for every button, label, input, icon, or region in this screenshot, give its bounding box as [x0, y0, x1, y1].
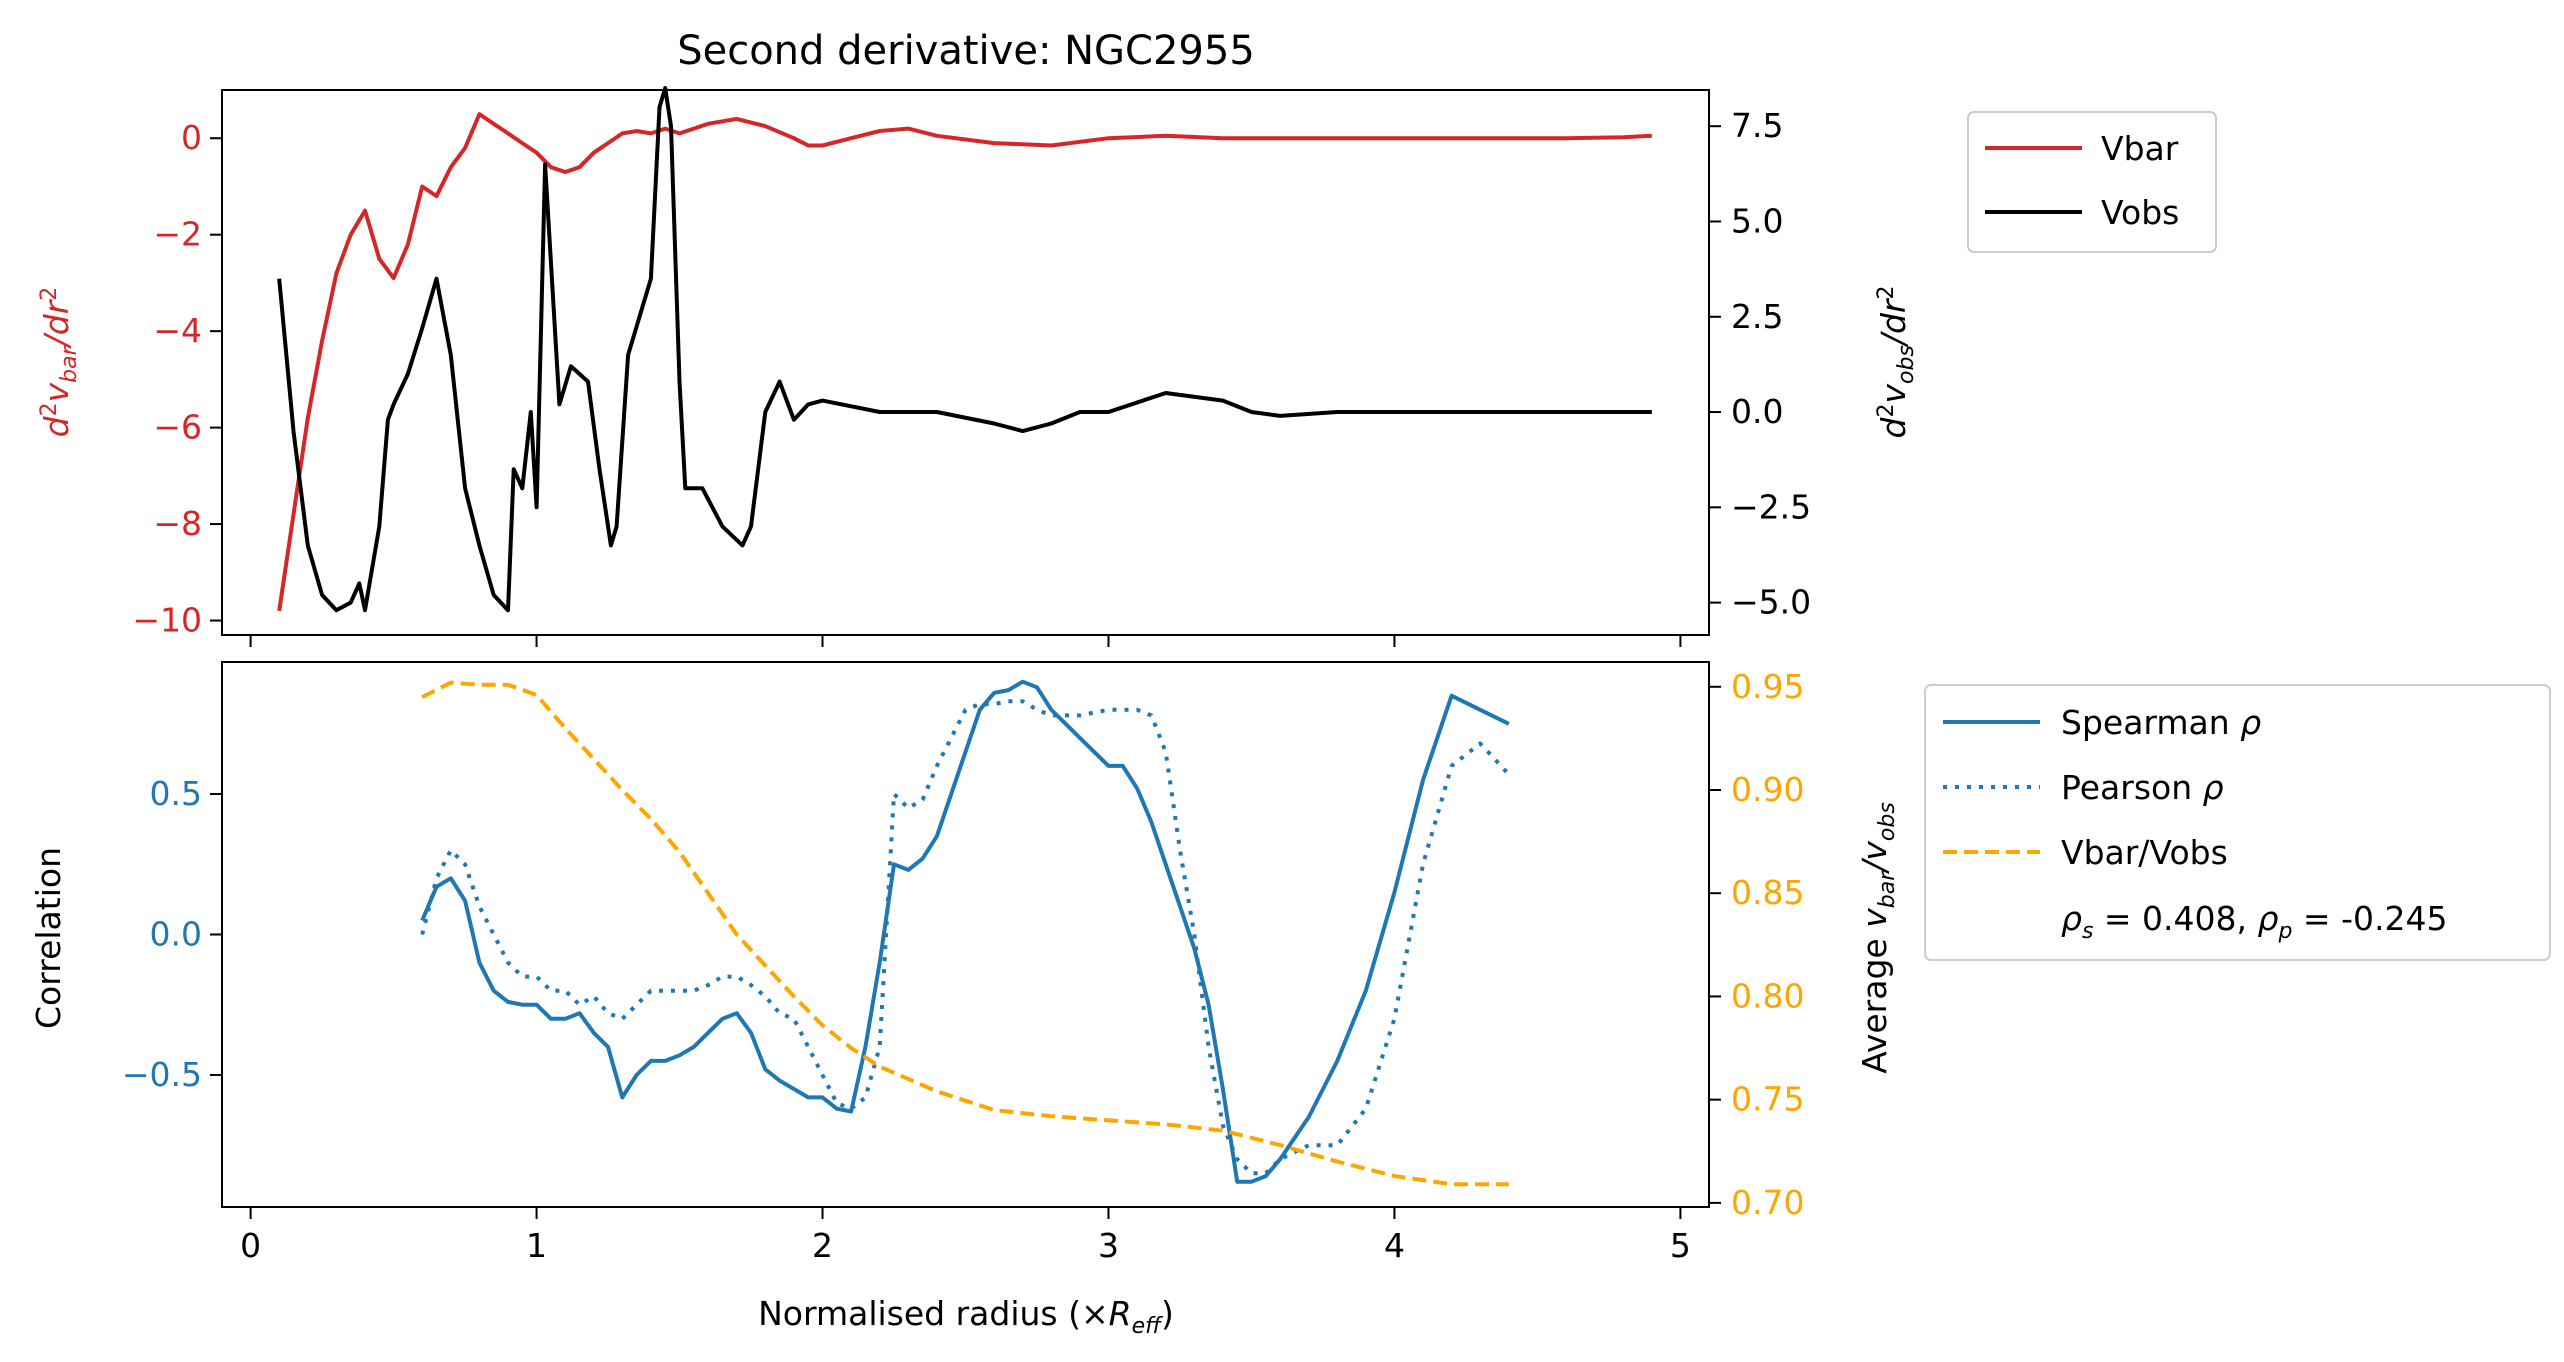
bottom-right-tick-label: 0.90	[1731, 770, 1804, 809]
bottom-series-line-1	[420, 679, 1510, 1184]
top-left-tick-label: −2	[153, 215, 202, 254]
top-right-tick-label: 0.0	[1731, 392, 1783, 431]
top-series-layer	[277, 86, 1652, 613]
legend-ratio-label: Vbar/Vobs	[2061, 833, 2228, 872]
top-series-line-1	[277, 112, 1652, 612]
bottom-left-tick-label: 0.5	[150, 774, 202, 813]
top-left-tick-label: 0	[181, 118, 202, 157]
bottom-right-tick-label: 0.85	[1731, 873, 1804, 912]
top-right-axis-label: d2vobs/dr2	[1874, 285, 1919, 438]
top-right-axis: 7.5 5.0 2.5 0.0 −2.5 −5.0	[1709, 106, 1811, 622]
bottom-legend: Spearman ρ Pearson ρ Vbar/Vobs ρs = 0.40…	[1924, 684, 2551, 961]
top-left-tick-label: −8	[153, 504, 202, 543]
bottom-right-axis: 0.95 0.90 0.85 0.80 0.75 0.70	[1709, 667, 1804, 1222]
bottom-right-tick-label: 0.80	[1731, 976, 1804, 1015]
top-right-tick-label: 7.5	[1731, 106, 1783, 145]
x-tick-label: 4	[1384, 1226, 1405, 1265]
bottom-left-tick-label: 0.0	[150, 915, 202, 954]
bottom-series-layer	[420, 679, 1511, 1187]
bottom-panel: 0.5 0.0 −0.5 0.95 0.90 0.85 0.80 0.75 0.70 0 1 2 3…	[29, 661, 2551, 1339]
x-tick-label: 2	[812, 1226, 833, 1265]
top-panel: 0 −2 −4 −6 −8 −10 7.5 5.0 2.5 0.0 −2.5 −5.0 d2vbar…	[37, 86, 2217, 647]
bottom-series-line-3	[421, 680, 1509, 1187]
top-right-tick-label: 5.0	[1731, 201, 1783, 240]
x-axis-label: Normalised radius (×Reff)	[758, 1294, 1174, 1339]
bottom-right-tick-label: 0.70	[1731, 1183, 1804, 1222]
legend-correlation-annotation: ρs = 0.408, ρp = -0.245	[2061, 899, 2447, 944]
legend-vbar-label: Vbar	[2101, 129, 2179, 168]
bottom-right-tick-label: 0.75	[1731, 1080, 1804, 1119]
top-legend: Vbar Vobs	[1967, 111, 2217, 253]
bottom-left-axis-label: Correlation	[29, 847, 68, 1029]
x-tick-label: 5	[1670, 1226, 1691, 1265]
top-left-tick-label: −4	[153, 311, 202, 350]
bottom-right-axis-label: Average vbar/vobs	[1855, 802, 1900, 1074]
top-left-tick-label: −10	[132, 601, 202, 640]
bottom-right-tick-label: 0.95	[1731, 667, 1804, 706]
bottom-plot-frame	[221, 661, 1710, 1208]
top-x-axis	[249, 635, 1682, 647]
x-tick-label: 1	[526, 1226, 547, 1265]
top-right-tick-label: −5.0	[1731, 583, 1811, 622]
top-left-axis-label: d2vbar/dr2	[37, 287, 82, 438]
top-right-tick-label: −2.5	[1731, 487, 1811, 526]
bottom-left-axis: 0.5 0.0 −0.5	[122, 774, 222, 1094]
bottom-x-axis: 0 1 2 3 4 5	[240, 1207, 1691, 1265]
bottom-series-line-2	[420, 699, 1511, 1176]
top-series-line-2	[277, 86, 1652, 613]
bottom-left-tick-label: −0.5	[122, 1055, 202, 1094]
bottom-legend-frame	[1924, 684, 2551, 961]
legend-vobs-label: Vobs	[2101, 193, 2179, 232]
x-tick-label: 0	[240, 1226, 261, 1265]
chart-title: Second derivative: NGC2955	[677, 28, 1255, 74]
top-left-axis: 0 −2 −4 −6 −8 −10	[132, 118, 222, 640]
legend-spearman-label: Spearman ρ	[2061, 703, 2261, 742]
legend-pearson-label: Pearson ρ	[2061, 768, 2224, 807]
x-tick-label: 3	[1098, 1226, 1119, 1265]
top-left-tick-label: −6	[153, 408, 202, 447]
top-right-tick-label: 2.5	[1731, 297, 1783, 336]
top-plot-frame	[221, 89, 1710, 636]
